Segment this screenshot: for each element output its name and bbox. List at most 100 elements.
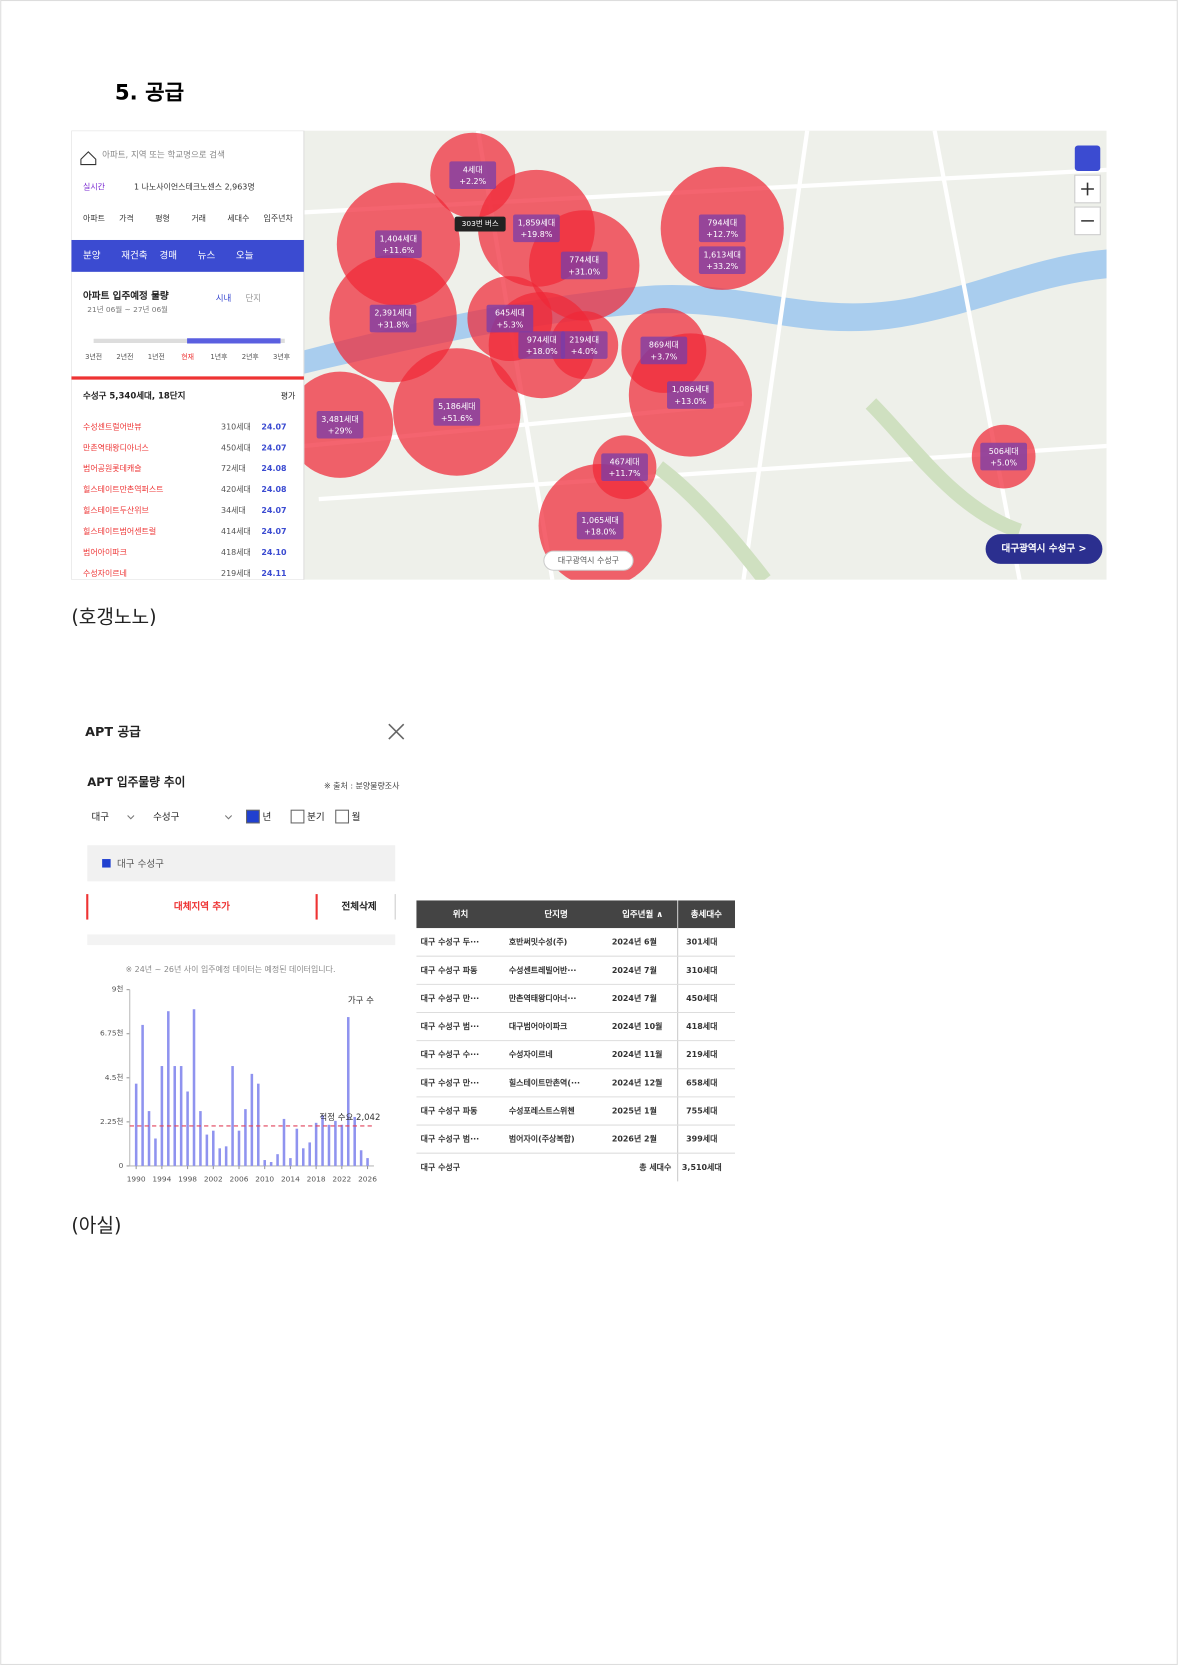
bar [257, 1083, 260, 1166]
apt-date: 24.08 [261, 485, 287, 494]
y-tick-label: 9천 [112, 984, 124, 994]
select: 수성구 [153, 812, 180, 823]
supply-units: 1,065세대 [581, 516, 618, 525]
annotation: 가구 수 [348, 996, 374, 1006]
checkbox [335, 809, 350, 824]
bar [366, 1158, 369, 1166]
table-cell: 450세대 [686, 993, 717, 1003]
apt-date: 24.11 [261, 569, 286, 578]
slider-label: 3년후 [273, 352, 290, 361]
table-cell: 2024년 12월 [612, 1077, 663, 1087]
checkbox [290, 809, 305, 824]
slider-label: 1년전 [148, 352, 165, 361]
bar [205, 1134, 209, 1166]
bar [179, 1066, 183, 1166]
table-cell: 대구 수성구 범··· [421, 1021, 480, 1031]
supply-change: +31.8% [377, 320, 409, 329]
supply-units: 1,404세대 [380, 234, 417, 243]
tab: 분양 [83, 250, 101, 261]
region-button: 대구광역시 수성구 > [1002, 542, 1087, 554]
slider-label: 현재 [181, 353, 194, 361]
supply-units: 467세대 [610, 457, 640, 466]
bar [314, 1122, 318, 1166]
source: ※ 출처 : 분양물량조사 [324, 780, 400, 790]
table-cell: 수성센트레빌어반··· [509, 965, 577, 975]
zoom-icons [1081, 182, 1094, 222]
apt-date: 24.08 [261, 464, 287, 473]
close-icon [388, 723, 405, 740]
bar [263, 1160, 266, 1166]
supply-change: +5.3% [496, 320, 523, 329]
apt-units: 310세대 [221, 422, 251, 431]
apt-name: 수성센트럴어반뷰 [83, 421, 142, 431]
x-tick-label: 1990 [127, 1175, 146, 1184]
table-cell: 대구범어아이파크 [509, 1021, 568, 1031]
supply-change: +31.0% [568, 267, 600, 276]
table-header: 입주년월 ∧ [622, 909, 663, 920]
bar [346, 1017, 350, 1166]
supply-label-box [369, 304, 417, 333]
tab: 경매 [159, 249, 177, 261]
apt-units: 219세대 [221, 569, 251, 578]
table-cell: 힐스테이트만촌역(··· [509, 1077, 580, 1087]
table-cell: 대구 수성구 만··· [421, 1077, 480, 1087]
clear-button: 전체삭제 [342, 900, 377, 912]
supply-label-box [576, 511, 624, 540]
note: ※ 24년 ~ 26년 사이 입주예정 데이터는 예정된 데이터입니다. [125, 964, 335, 974]
supply-label-box [375, 230, 422, 259]
slider-label: 1년후 [210, 352, 227, 361]
apt-date: 24.07 [261, 527, 286, 536]
bus-label-box [454, 216, 506, 232]
filter-chip: 거래 [191, 214, 206, 223]
table-cell: 대구 수성구 두··· [421, 937, 480, 947]
table-cell: 만촌역태왕디아너··· [509, 993, 577, 1003]
supply-units: 4세대 [463, 165, 483, 174]
table-cell: 호반써밋수성(주) [509, 937, 568, 947]
panel-title: APT 공급 [85, 725, 141, 740]
supply-label-box [698, 214, 746, 243]
supply-label-box [601, 453, 648, 482]
table-header: 단지명 [544, 909, 567, 920]
x-tick-label: 2014 [281, 1175, 300, 1184]
table-header: 총세대수 [691, 909, 722, 920]
apt-name: 범어아이파크 [83, 547, 127, 557]
supply-units: 506세대 [989, 447, 1019, 456]
toggle: 단지 [245, 293, 261, 304]
table-cell: 수성자이르네 [509, 1049, 553, 1059]
region-button-bg [985, 534, 1103, 564]
apt-units: 418세대 [221, 548, 251, 557]
filter-chip: 평형 [155, 213, 170, 223]
table-cell: 대구 수성구 파동 [421, 1105, 478, 1115]
bar [186, 1091, 189, 1166]
table-cell: 대구 수성구 수··· [421, 1049, 480, 1059]
bar [141, 1024, 144, 1166]
bar [147, 1111, 151, 1166]
bar [353, 1116, 356, 1166]
table-cell: 219세대 [686, 1049, 717, 1059]
supply-change: +18.0% [584, 527, 616, 536]
river [303, 249, 1107, 374]
apt-name: 힐스테이트두산위브 [83, 505, 149, 515]
legend-swatch [102, 859, 111, 868]
apt-name: 범어공원롯데캐슬 [83, 463, 142, 473]
slider-label: 2년전 [116, 352, 133, 361]
bar [359, 1150, 363, 1166]
supply-change: +2.2% [459, 177, 486, 186]
tab: 재건축 [121, 250, 148, 261]
map-screenshot: 1,404세대 +11.6% 2,391세대 +31.8% 5,186세대 +51.6% 4… [71, 130, 1107, 580]
apt-name: 만촌역태왕디아너스 [83, 442, 149, 452]
table-cell: 2024년 11월 [612, 1049, 663, 1059]
summary: 수성구 5,340세대, 18단지 [83, 391, 185, 402]
supply-label-box [980, 442, 1028, 471]
bar [308, 1142, 311, 1166]
location-chip: 대구광역시 수성구 [558, 555, 619, 565]
x-tick-label: 2006 [230, 1175, 249, 1184]
table-footer: 총 세대수 [639, 1162, 672, 1172]
bar [231, 1066, 234, 1166]
supply-label-box [698, 246, 746, 274]
check-label: 년 [262, 812, 271, 823]
table-cell: 2026년 2월 [612, 1134, 657, 1144]
supply-change: +5.0% [990, 458, 1017, 467]
supply-label-box [433, 398, 481, 426]
